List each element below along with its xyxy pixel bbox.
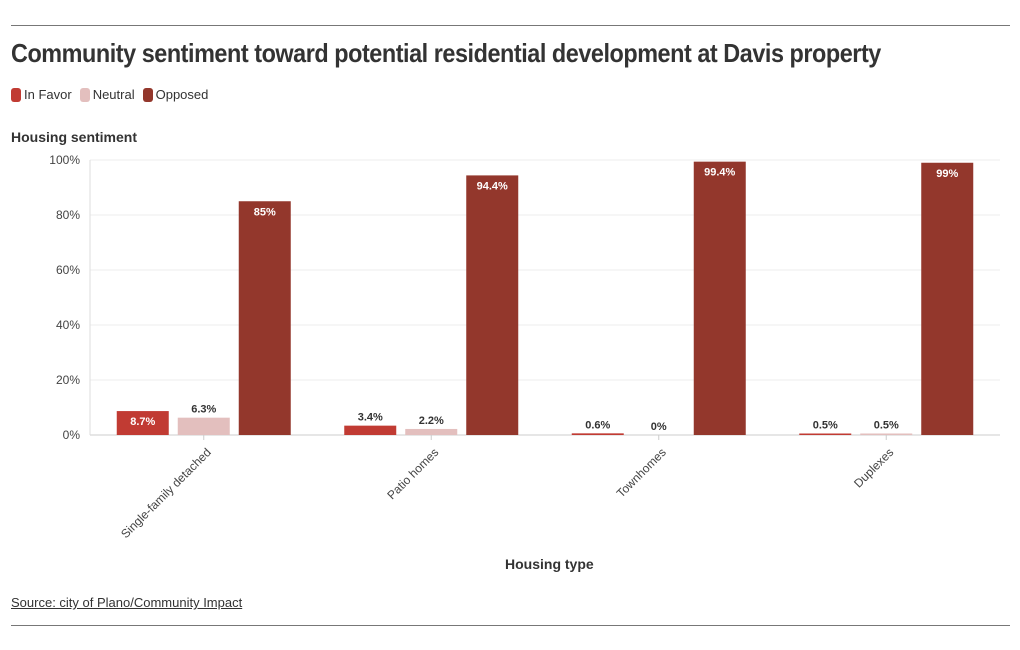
bar-in-favor: [571, 433, 624, 435]
data-label: 8.7%: [130, 416, 155, 428]
chart-title: Community sentiment toward potential res…: [11, 38, 881, 68]
y-tick-label: 20%: [56, 373, 80, 387]
data-label: 2.2%: [419, 415, 444, 427]
data-label: 85%: [254, 206, 276, 218]
legend-label: Neutral: [92, 87, 135, 102]
y-axis-label: Housing sentiment: [11, 129, 138, 145]
data-label: 99.4%: [704, 167, 735, 179]
data-label: 6.3%: [191, 404, 216, 416]
x-tick-label: Duplexes: [851, 445, 896, 490]
bar-chart: 0% 20% 40% 60% 80% 100% Single-family detached…: [49, 153, 1000, 541]
bar-neutral: [860, 433, 913, 435]
legend-label: In Favor: [24, 87, 72, 102]
legend-swatch: [142, 87, 153, 102]
legend-swatch: [11, 87, 21, 102]
legend-item[interactable]: In Favor: [11, 87, 72, 102]
data-label: 99%: [936, 168, 958, 180]
legend: In Favor Neutral Opposed: [11, 87, 208, 102]
bar-opposed: [466, 175, 519, 435]
x-tick-label: Townhomes: [614, 445, 669, 500]
data-label: 0.6%: [585, 419, 610, 431]
y-tick-label: 0%: [63, 428, 81, 442]
x-tick-label: Single-family detached: [118, 445, 214, 541]
bar-neutral: [405, 428, 458, 435]
source-link[interactable]: Source: city of Plano/Community Impact: [11, 595, 243, 610]
top-rule: [11, 25, 1010, 26]
bar-in-favor: [344, 425, 397, 435]
data-label: 94.4%: [477, 180, 508, 192]
data-label: 0.5%: [874, 420, 899, 432]
bar-in-favor: [116, 411, 169, 435]
data-label: 3.4%: [358, 412, 383, 424]
y-tick-label: 60%: [56, 263, 80, 277]
legend-item[interactable]: Opposed: [142, 87, 209, 102]
data-label: 0.5%: [813, 420, 838, 432]
data-label: 0%: [651, 421, 667, 433]
bar-opposed: [921, 162, 974, 435]
bottom-rule: [11, 625, 1010, 626]
bar-opposed: [238, 201, 291, 435]
legend-item[interactable]: Neutral: [79, 87, 135, 102]
bar-in-favor: [799, 433, 852, 435]
y-tick-label: 80%: [56, 208, 80, 222]
y-tick-label: 40%: [56, 318, 80, 332]
legend-swatch: [79, 87, 90, 102]
x-axis-label: Housing type: [505, 556, 594, 572]
bar-neutral: [177, 417, 230, 435]
x-tick-label: Patio homes: [384, 445, 441, 502]
bar-opposed: [693, 161, 746, 435]
y-tick-label: 100%: [49, 153, 80, 167]
legend-label: Opposed: [155, 87, 209, 102]
